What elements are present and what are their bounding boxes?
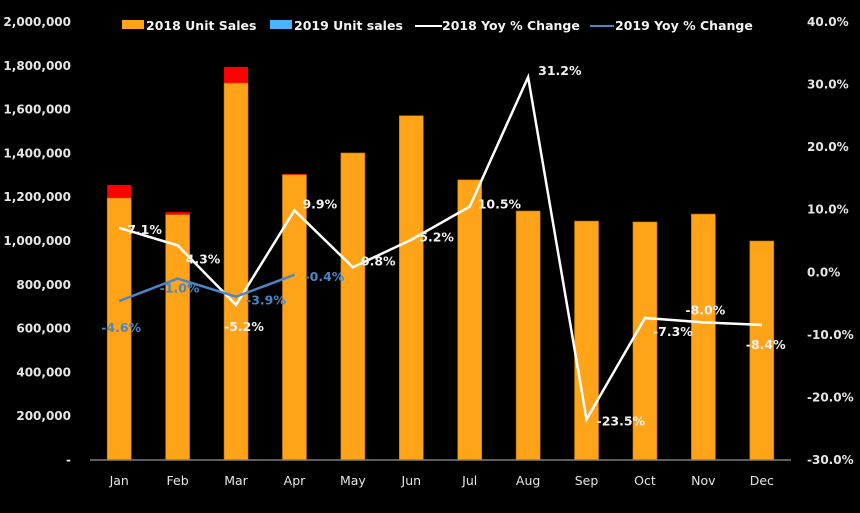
data-label-2018-yoy: 4.3% <box>186 251 221 266</box>
category-label: Sep <box>575 473 599 488</box>
data-label-2018-yoy: 10.5% <box>478 197 522 212</box>
data-label-2019-yoy: -0.4% <box>304 269 344 284</box>
data-label-2018-yoy: 0.8% <box>361 253 396 268</box>
data-labels: 7.1% 4.3% -5.2% 9.9% 0.8% 5.2% 10.5% 31.2% -23.5… <box>101 63 786 428</box>
right-tick-label: -30.0% <box>807 453 854 467</box>
line-2019-yoy <box>118 273 295 303</box>
category-labels: Jan Feb Mar Apr May Jun Jul Aug Sep Oct Nov Dec <box>109 473 774 488</box>
bar-2018-unit-sales <box>165 214 190 461</box>
bar-2018-unit-sales <box>574 220 599 461</box>
bar-2018-unit-sales <box>515 210 541 461</box>
left-tick-label: 1,000,000 <box>3 234 71 248</box>
bar-2018-unit-sales <box>106 197 132 461</box>
left-tick-label: 1,800,000 <box>3 59 71 73</box>
legend-label: 2018 Yoy % Change <box>442 18 580 33</box>
bar-2018-unit-sales <box>749 240 775 461</box>
left-axis-ticks: - 200,000 400,000 600,000 800,000 1,000,000 1,… <box>3 15 71 467</box>
category-label: Jul <box>461 473 477 488</box>
right-tick-label: 20.0% <box>807 140 849 154</box>
legend-swatch-orange <box>122 20 144 29</box>
line-series <box>118 72 762 423</box>
data-label-2019-yoy: -3.9% <box>246 293 286 308</box>
legend-item-2019-unit-sales[interactable]: 2019 Unit sales <box>270 18 403 33</box>
legend-item-2018-unit-sales[interactable]: 2018 Unit Sales <box>122 18 256 33</box>
left-tick-label: 600,000 <box>16 322 71 336</box>
left-tick-label: 1,400,000 <box>3 146 71 160</box>
left-tick-label: - <box>66 453 71 467</box>
bar-series <box>106 66 775 461</box>
category-label: Apr <box>284 473 306 488</box>
legend-label: 2019 Unit sales <box>294 18 403 33</box>
right-tick-label: 40.0% <box>807 15 849 29</box>
category-label: Jun <box>401 473 422 488</box>
data-label-2018-yoy: -8.4% <box>746 337 786 352</box>
legend-label: 2018 Unit Sales <box>146 18 256 33</box>
right-axis-ticks: -30.0% -20.0% -10.0% 0.0% 10.0% 20.0% 30.0% 40.… <box>807 15 854 467</box>
bar-2018-unit-sales <box>340 152 366 461</box>
data-label-2018-yoy: 31.2% <box>538 63 582 78</box>
left-tick-label: 400,000 <box>16 365 71 379</box>
data-label-2019-yoy: -1.0% <box>160 281 200 296</box>
category-label: Jan <box>109 473 129 488</box>
bar-2018-unit-sales <box>398 115 424 461</box>
legend-item-2018-yoy[interactable]: 2018 Yoy % Change <box>415 18 580 33</box>
data-label-2018-yoy: -23.5% <box>597 413 646 428</box>
category-label: Dec <box>750 473 774 488</box>
legend-swatch-blue <box>270 20 292 29</box>
right-tick-label: 0.0% <box>807 265 840 279</box>
data-label-2018-yoy: 5.2% <box>419 230 454 245</box>
legend: 2018 Unit Sales 2019 Unit sales 2018 Yoy… <box>122 18 753 33</box>
data-label-2018-yoy: -5.2% <box>224 319 264 334</box>
legend-label: 2019 Yoy % Change <box>615 18 753 33</box>
category-label: Nov <box>691 473 716 488</box>
right-tick-label: 30.0% <box>807 78 849 92</box>
data-label-2018-yoy: -8.0% <box>685 302 725 317</box>
bar-2018-unit-sales <box>691 213 716 461</box>
data-label-2018-yoy: -7.3% <box>653 324 693 339</box>
category-label: Aug <box>516 473 540 488</box>
data-label-2019-yoy: -4.6% <box>101 320 141 335</box>
bar-2018-unit-sales <box>457 179 483 461</box>
right-tick-label: -10.0% <box>807 328 854 342</box>
data-label-2018-yoy: 9.9% <box>302 196 337 211</box>
category-label: Oct <box>634 473 656 488</box>
left-tick-label: 800,000 <box>16 278 71 292</box>
bar-2018-unit-sales <box>223 82 249 461</box>
category-label: May <box>340 473 366 488</box>
left-tick-label: 2,000,000 <box>3 15 71 29</box>
right-tick-label: -20.0% <box>807 390 854 404</box>
right-tick-label: 10.0% <box>807 203 849 217</box>
left-tick-label: 1,600,000 <box>3 103 71 117</box>
category-label: Feb <box>167 473 189 488</box>
legend-item-2019-yoy[interactable]: 2019 Yoy % Change <box>590 18 753 33</box>
data-label-2018-yoy: 7.1% <box>127 222 162 237</box>
category-label: Mar <box>224 473 248 488</box>
left-tick-label: 1,200,000 <box>3 190 71 204</box>
left-tick-label: 200,000 <box>16 409 71 423</box>
